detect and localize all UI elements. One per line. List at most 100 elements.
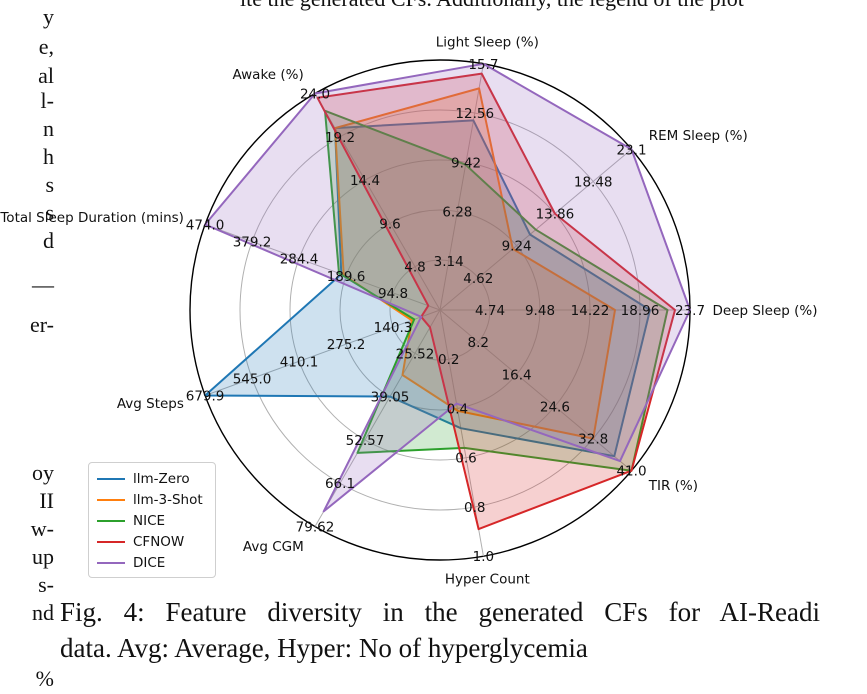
left-text-fragment: nd xyxy=(32,600,54,625)
tick-label: 39.05 xyxy=(371,390,410,406)
left-text-fragment: up xyxy=(32,544,54,569)
tick-label: 8.2 xyxy=(468,335,489,351)
tick-label: 52.57 xyxy=(346,433,385,449)
left-text-fragment: l- xyxy=(40,88,54,113)
tick-label: 189.6 xyxy=(327,269,366,285)
legend-item: CFNOW xyxy=(97,532,184,552)
chart-legend: llm-Zero llm-3-Shot NICE CFNOW DICE xyxy=(88,462,216,578)
tick-label: 0.8 xyxy=(464,500,485,516)
axis-label: REM Sleep (%) xyxy=(649,128,748,144)
left-column-text-fragments: y e, al l-n h s s d — er-oy II w-up s-nd% xyxy=(0,0,56,694)
axis-label: Light Sleep (%) xyxy=(436,35,539,51)
left-text-fragment: s- xyxy=(38,572,54,597)
tick-label: 4.8 xyxy=(404,260,425,276)
tick-label: 25.52 xyxy=(396,346,435,362)
legend-swatch xyxy=(97,499,125,501)
legend-label: CFNOW xyxy=(133,534,185,550)
legend-item: llm-Zero xyxy=(97,469,190,489)
left-text-fragment: al xyxy=(38,63,54,88)
tick-label: 3.14 xyxy=(434,254,464,270)
tick-label: 9.6 xyxy=(379,216,400,232)
left-text-fragment: w- xyxy=(30,516,54,541)
axis-label: Awake (%) xyxy=(232,67,303,83)
axis-label: TIR (%) xyxy=(648,478,698,494)
tick-label: 679.9 xyxy=(186,389,225,405)
tick-label: 140.3 xyxy=(374,320,413,336)
tick-label: 1.0 xyxy=(473,549,494,565)
grid-spoke xyxy=(204,309,441,396)
axis-label: Deep Sleep (%) xyxy=(713,303,818,319)
series-polygon-NICE xyxy=(324,109,669,472)
top-cropped-text: ite the generated CFs. Additionally, the… xyxy=(240,0,744,12)
tick-label: 545.0 xyxy=(233,371,272,387)
legend-label: llm-Zero xyxy=(133,471,190,487)
axis-label: Avg CGM xyxy=(243,539,304,555)
legend-label: NICE xyxy=(133,513,166,529)
left-text-fragment: n xyxy=(43,116,54,141)
legend-label: DICE xyxy=(133,555,166,571)
tick-label: 18.48 xyxy=(574,174,613,190)
tick-label: 12.56 xyxy=(455,106,494,122)
legend-item: llm-3-Shot xyxy=(97,490,203,510)
tick-label: 18.96 xyxy=(621,303,660,319)
tick-label: 24.6 xyxy=(540,399,570,415)
left-text-fragment: e, xyxy=(38,34,54,59)
tick-label: 24.0 xyxy=(300,86,330,102)
tick-label: 15.7 xyxy=(468,57,498,73)
axis-label: Hyper Count xyxy=(445,571,530,587)
grid-spoke xyxy=(439,309,632,472)
legend-swatch xyxy=(97,520,125,522)
axis-label: Avg Steps xyxy=(117,396,184,412)
series-polygon-llm-Zero xyxy=(204,119,651,458)
grid-spoke xyxy=(204,224,441,311)
series-polygon-CFNOW xyxy=(316,72,676,531)
tick-label: 32.8 xyxy=(578,432,608,448)
tick-label: 41.0 xyxy=(616,464,646,480)
tick-label: 79.62 xyxy=(296,520,335,536)
axis-label: Total Sleep Duration (mins) xyxy=(0,210,184,226)
tick-label: 284.4 xyxy=(280,252,319,268)
left-text-fragment: d xyxy=(43,228,54,253)
grid-spoke xyxy=(314,309,441,527)
tick-label: 14.22 xyxy=(571,303,610,319)
series-polygon-DICE xyxy=(204,62,691,513)
tick-label: 9.24 xyxy=(502,239,532,255)
left-text-fragment: II xyxy=(39,488,54,513)
tick-label: 410.1 xyxy=(280,354,319,370)
tick-label: 14.4 xyxy=(350,173,380,189)
legend-swatch xyxy=(97,478,125,480)
tick-label: 0.2 xyxy=(438,352,459,368)
tick-label: 0.6 xyxy=(455,451,476,467)
tick-label: 16.4 xyxy=(502,367,532,383)
legend-label: llm-3-Shot xyxy=(133,492,203,508)
legend-swatch xyxy=(97,541,125,543)
left-text-fragment: s xyxy=(45,200,54,225)
tick-label: 23.1 xyxy=(616,142,646,158)
left-text-fragment: h xyxy=(43,144,54,169)
tick-label: 94.8 xyxy=(378,286,408,302)
figure-caption: Fig. 4: Feature diversity in the generat… xyxy=(60,594,820,666)
left-text-fragment: y xyxy=(43,4,54,29)
tick-label: 19.2 xyxy=(325,130,355,146)
caption-line-1: Fig. 4: Feature diversity in the generat… xyxy=(60,597,820,627)
left-text-fragment: oy xyxy=(32,460,54,485)
legend-item: NICE xyxy=(97,511,165,531)
legend-swatch xyxy=(97,562,125,564)
left-text-fragment: — xyxy=(32,272,54,297)
tick-label: 9.48 xyxy=(525,303,555,319)
legend-item: DICE xyxy=(97,553,165,573)
caption-line-2: data. Avg: Average, Hyper: No of hypergl… xyxy=(60,633,588,663)
tick-label: 9.42 xyxy=(451,155,481,171)
tick-label: 6.28 xyxy=(442,205,472,221)
tick-label: 379.2 xyxy=(233,235,272,251)
tick-label: 4.62 xyxy=(463,271,493,287)
tick-label: 275.2 xyxy=(327,337,366,353)
left-text-fragment: er- xyxy=(30,312,54,337)
grid-spoke xyxy=(439,63,484,311)
tick-label: 13.86 xyxy=(536,207,575,223)
tick-label: 66.1 xyxy=(325,476,355,492)
left-text-fragment: % xyxy=(35,666,54,691)
tick-label: 0.4 xyxy=(447,401,468,417)
tick-label: 23.7 xyxy=(675,303,705,319)
